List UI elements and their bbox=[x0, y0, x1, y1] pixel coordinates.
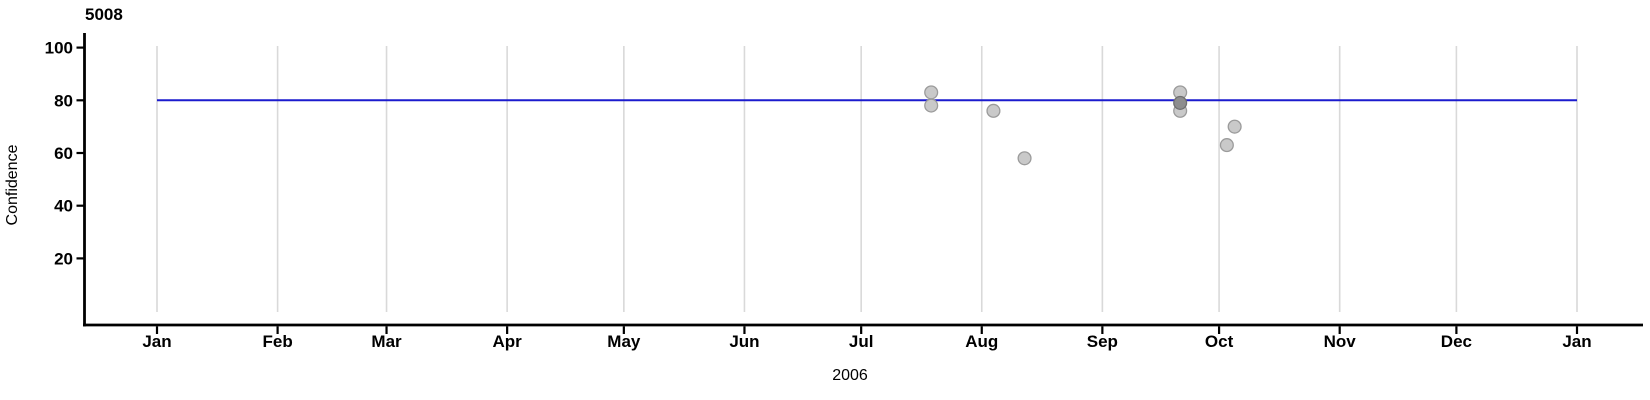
x-tick-label: Feb bbox=[262, 332, 292, 351]
data-point bbox=[924, 85, 939, 100]
x-tick-label: Aug bbox=[965, 332, 998, 351]
x-tick-label: Apr bbox=[492, 332, 522, 351]
x-tick-label: Mar bbox=[371, 332, 402, 351]
x-tick-label: Oct bbox=[1205, 332, 1234, 351]
y-tick-label: 20 bbox=[54, 249, 73, 268]
y-axis-title: Confidence bbox=[4, 144, 21, 226]
x-tick-label: Dec bbox=[1441, 332, 1472, 351]
y-tick-label: 60 bbox=[54, 144, 73, 163]
data-point bbox=[1227, 119, 1242, 134]
data-point bbox=[924, 98, 939, 113]
x-tick-label: Jun bbox=[729, 332, 759, 351]
data-point bbox=[1219, 138, 1234, 153]
data-point bbox=[986, 103, 1001, 118]
x-tick-label: May bbox=[607, 332, 641, 351]
x-tick-label: Jan bbox=[142, 332, 171, 351]
x-tick-label: Nov bbox=[1324, 332, 1357, 351]
data-point bbox=[1173, 95, 1188, 110]
x-axis-title: 2006 bbox=[832, 367, 868, 384]
x-tick-label: Jan bbox=[1562, 332, 1591, 351]
chart-title: 5008 bbox=[85, 5, 123, 24]
x-tick-label: Jul bbox=[849, 332, 874, 351]
y-tick-label: 80 bbox=[54, 91, 73, 110]
y-tick-label: 100 bbox=[45, 39, 73, 58]
y-tick-label: 40 bbox=[54, 197, 73, 216]
x-tick-label: Sep bbox=[1087, 332, 1118, 351]
data-point bbox=[1017, 151, 1032, 166]
